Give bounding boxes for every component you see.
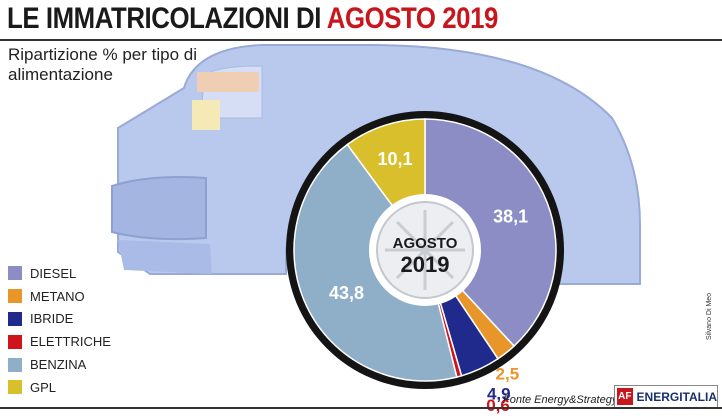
logo-name: ENERGITALIA <box>636 389 717 404</box>
slice-diesel <box>424 118 557 348</box>
legend-item-gpl: GPL <box>8 376 111 399</box>
legend-swatch <box>8 266 22 281</box>
legend-swatch <box>8 380 22 395</box>
title-divider <box>0 39 722 41</box>
value-label-elettriche: 0,6 <box>486 396 510 415</box>
value-label-diesel: 38,1 <box>493 207 528 227</box>
footer-divider <box>0 407 722 409</box>
legend-label: IBRIDE <box>30 311 74 327</box>
car-light-bottom <box>192 100 220 130</box>
legend-label: BENZINA <box>30 357 87 373</box>
pie-labels: 38,1 2,54,90,6 43,8 10,1 <box>329 149 528 415</box>
legend-label: GPL <box>30 379 57 395</box>
value-label-ibride: 4,9 <box>487 384 511 403</box>
hub-spokes <box>385 210 465 290</box>
legend-label: ELETTRICHE <box>30 334 111 350</box>
value-label-metano: 2,5 <box>496 364 520 383</box>
energitalia-logo: AF ENERGITALIA <box>614 385 718 408</box>
legend-item-diesel: DIESEL <box>8 262 111 285</box>
source-note: Fonte Energy&Strategy <box>503 394 618 406</box>
legend-item-elettriche: ELETTRICHE <box>8 330 111 353</box>
logo-mark: AF <box>617 388 633 405</box>
legend-label: METANO <box>30 288 85 304</box>
chart-subtitle: Ripartizione % per tipo di alimentazione <box>8 45 197 84</box>
legend-swatch <box>8 311 22 326</box>
legend-swatch <box>8 289 22 304</box>
chart-title: LE IMMATRICOLAZIONI DI AGOSTO 2019 <box>7 2 498 36</box>
legend-swatch <box>8 334 22 349</box>
author-credit: Silvano Di Meo <box>706 292 713 340</box>
car-light-top <box>197 72 259 92</box>
legend-swatch <box>8 357 22 372</box>
center-month: AGOSTO <box>393 235 458 252</box>
legend-item-benzina: BENZINA <box>8 353 111 376</box>
legend: DIESEL METANO IBRIDE ELETTRICHE BENZINA GPL <box>8 262 111 399</box>
car-bumper-lower <box>118 240 212 274</box>
car-bumper <box>111 176 207 241</box>
center-year: 2019 <box>401 252 450 277</box>
title-part2: AGOSTO 2019 <box>326 2 499 35</box>
legend-item-metano: METANO <box>8 285 111 308</box>
legend-item-ibride: IBRIDE <box>8 308 111 331</box>
value-label-benzina: 43,8 <box>329 283 364 303</box>
value-label-gpl: 10,1 <box>378 149 413 169</box>
title-part1: LE IMMATRICOLAZIONI DI <box>7 2 327 35</box>
legend-label: DIESEL <box>30 265 77 281</box>
